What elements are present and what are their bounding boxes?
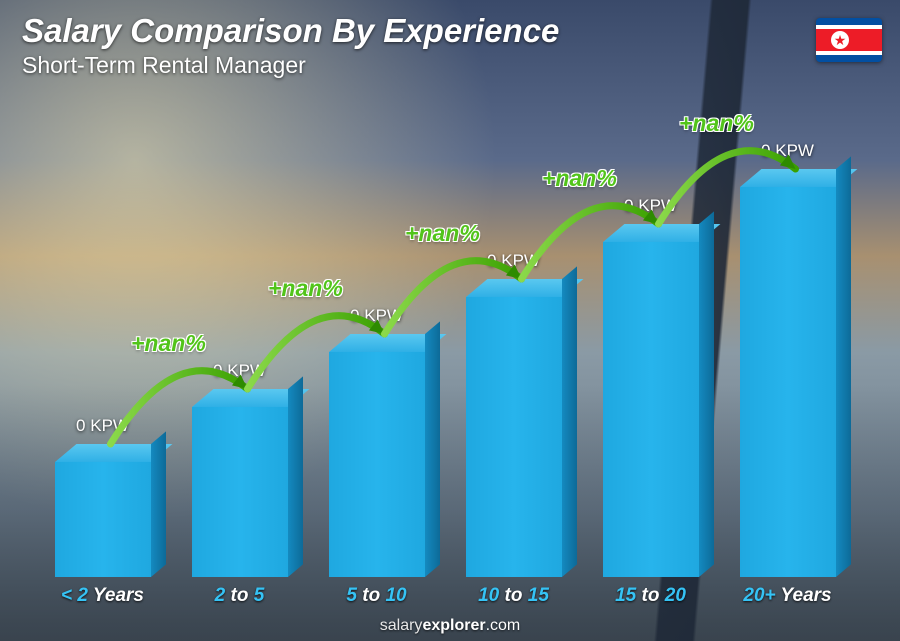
chart-container: Salary Comparison By Experience Short-Te… [0,0,900,641]
x-axis-label: 5 to 10 [308,585,445,607]
x-axis-label: < 2 Years [34,585,171,607]
increase-percent-label: +nan% [679,110,754,137]
x-axis-label: 2 to 5 [171,585,308,607]
country-flag-icon: ★ [816,18,882,62]
chart-subtitle: Short-Term Rental Manager [22,52,306,79]
chart-title: Salary Comparison By Experience [22,12,559,50]
watermark: salaryexplorer.com [0,617,900,635]
increase-arrow-icon [34,90,856,577]
x-axis: < 2 Years2 to 55 to 1010 to 1515 to 2020… [34,585,856,607]
x-axis-label: 15 to 20 [582,585,719,607]
x-axis-label: 10 to 15 [445,585,582,607]
x-axis-label: 20+ Years [719,585,856,607]
bar-chart: 0 KPW0 KPW0 KPW0 KPW0 KPW0 KPW +nan%+nan… [34,90,856,577]
